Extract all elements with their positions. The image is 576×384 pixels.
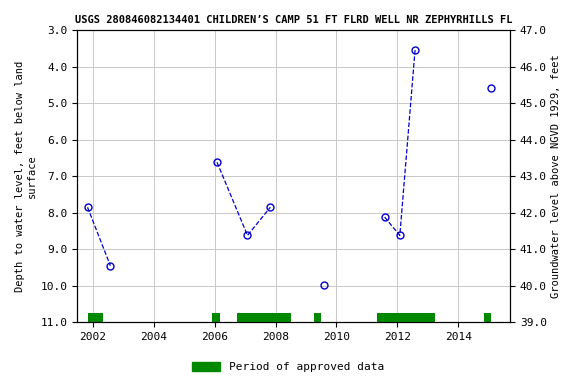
- Bar: [377, 313, 435, 323]
- Bar: [212, 313, 220, 323]
- Y-axis label: Depth to water level, feet below land
surface: Depth to water level, feet below land su…: [15, 61, 37, 292]
- Bar: [313, 313, 321, 323]
- Bar: [237, 313, 291, 323]
- Title: USGS 280846082134401 CHILDREN’S CAMP 51 FT FLRD WELL NR ZEPHYRHILLS FL: USGS 280846082134401 CHILDREN’S CAMP 51 …: [75, 15, 513, 25]
- Bar: [88, 313, 103, 323]
- Y-axis label: Groundwater level above NGVD 1929, feet: Groundwater level above NGVD 1929, feet: [551, 54, 561, 298]
- Legend: Period of approved data: Period of approved data: [188, 357, 388, 377]
- Bar: [484, 313, 491, 323]
